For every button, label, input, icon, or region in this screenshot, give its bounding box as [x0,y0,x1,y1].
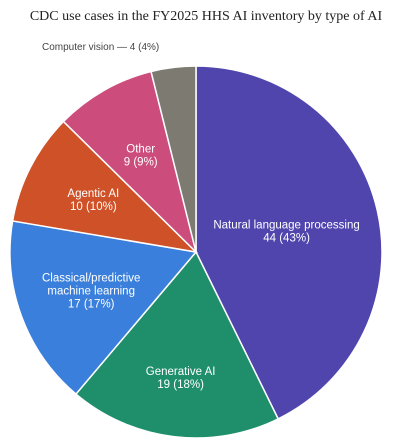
slice-label-classical-predictive-machine-learning: Classical/predictive machine learning 17 (… [42,272,140,310]
pie-slice-other [62,70,198,255]
pie-slice-generative-ai [74,250,280,439]
slice-label-agentic-ai: Agentic AI 10 (10%) [67,188,119,213]
slice-label-natural-language-processing: Natural language processing 44 (43%) [213,219,359,244]
slice-label-computer-vision: Computer vision — 4 (4%) [42,42,159,53]
pie-slice-computer-vision [150,65,197,253]
slice-label-other: Other 9 (9%) [124,144,158,169]
pie-slice-agentic-ai [11,120,199,254]
pie-slice-classical-predictive-machine-learning [9,220,198,396]
pie-slice-natural-language-processing [195,65,383,420]
slice-label-generative-ai: Generative AI 19 (18%) [146,366,216,391]
chart-title: CDC use cases in the FY2025 HHS AI inven… [29,9,383,24]
